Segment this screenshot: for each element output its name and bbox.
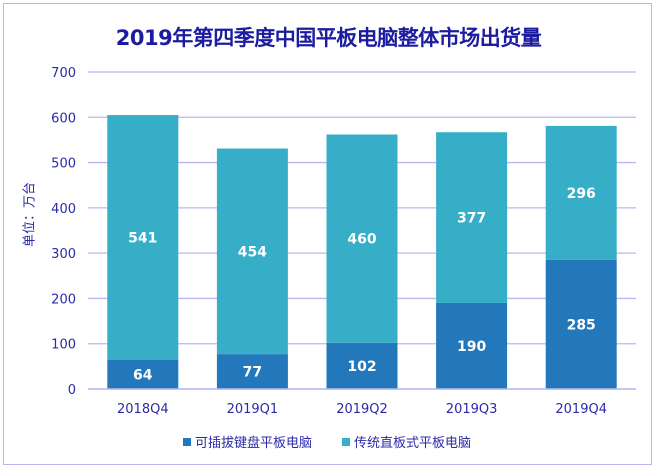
bar-2019Q2-series-1 xyxy=(326,134,398,343)
data-label: 296 xyxy=(567,186,596,202)
chart-frame xyxy=(3,3,652,465)
legend-item-series-0: 可插拔键盘平板电脑 xyxy=(183,432,312,451)
legend-swatch xyxy=(342,437,350,446)
x-tick-label: 2019Q3 xyxy=(446,402,498,417)
x-tick-label: 2019Q1 xyxy=(227,402,279,417)
bar-2018Q4-series-0 xyxy=(107,360,179,389)
y-tick-label: 600 xyxy=(51,111,76,126)
data-label: 541 xyxy=(128,231,157,247)
x-tick-label: 2019Q4 xyxy=(555,402,607,417)
data-label: 190 xyxy=(457,339,486,355)
y-tick-label: 400 xyxy=(51,202,76,217)
bar-2019Q1-series-1 xyxy=(216,148,288,355)
y-tick-label: 500 xyxy=(51,157,76,172)
data-label: 64 xyxy=(133,368,153,384)
chart-title: 2019年第四季度中国平板电脑整体市场出货量 xyxy=(115,26,542,50)
y-tick-label: 300 xyxy=(51,247,76,262)
bar-2019Q3-series-0 xyxy=(436,302,508,389)
x-tick-label: 2018Q4 xyxy=(117,402,169,417)
data-label: 460 xyxy=(347,232,376,248)
bar-2019Q4-series-1 xyxy=(545,125,617,260)
bar-2018Q4-series-1 xyxy=(107,115,179,361)
y-tick-label: 200 xyxy=(51,292,76,307)
bar-2019Q4-series-0 xyxy=(545,259,617,389)
legend-label: 传统直板式平板电脑 xyxy=(354,436,472,451)
legend-label: 可插拔键盘平板电脑 xyxy=(195,436,313,451)
data-label: 77 xyxy=(243,365,262,381)
x-tick-label: 2019Q2 xyxy=(336,402,388,417)
bar-2019Q1-series-0 xyxy=(216,354,288,389)
data-label: 377 xyxy=(457,211,486,227)
bar-2019Q3-series-1 xyxy=(436,132,508,303)
legend-item-series-1: 传统直板式平板电脑 xyxy=(342,432,471,451)
legend-swatch xyxy=(183,437,191,446)
data-label: 454 xyxy=(238,244,267,260)
y-tick-label: 0 xyxy=(68,383,76,398)
bar-2019Q2-series-0 xyxy=(326,342,398,389)
data-label: 285 xyxy=(567,317,596,333)
y-tick-label: 700 xyxy=(51,66,76,81)
data-label: 102 xyxy=(347,359,376,375)
y-tick-label: 100 xyxy=(51,338,76,353)
